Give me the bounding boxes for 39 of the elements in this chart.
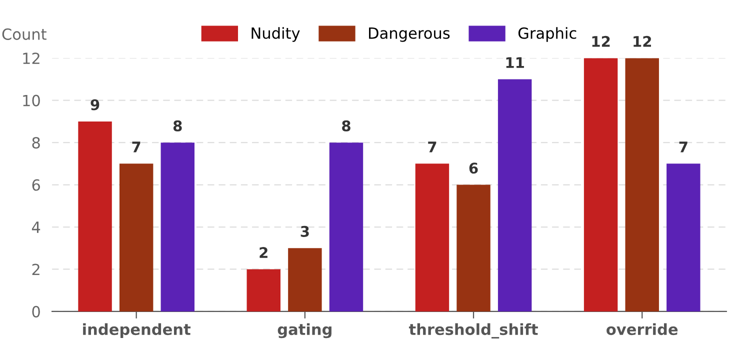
x-tick-label: threshold_shift: [408, 323, 538, 338]
x-tick-label: independent: [83, 323, 191, 338]
data-label: 3: [300, 226, 309, 237]
bar: [160, 142, 194, 312]
data-label: 2: [260, 247, 268, 258]
bar: [625, 58, 659, 312]
bar: [288, 248, 322, 312]
bar: [78, 121, 112, 312]
data-label: 6: [469, 162, 478, 174]
y-tick-label: 0: [32, 306, 40, 318]
bar: [329, 142, 364, 312]
y-tick-label: 6: [32, 179, 40, 191]
y-tick-label: 10: [23, 94, 40, 106]
bar: [584, 58, 618, 312]
bar: [246, 269, 280, 312]
y-tick-label: 4: [32, 222, 40, 233]
legend-label: Dangerous: [369, 28, 450, 42]
data-label: 8: [173, 120, 182, 132]
bar: [119, 164, 154, 312]
bar: [456, 184, 490, 312]
data-label: 7: [132, 142, 140, 152]
x-tick-label: override: [606, 323, 678, 336]
data-label: 12: [634, 36, 651, 47]
bar: [415, 164, 450, 312]
bar: [498, 79, 532, 312]
legend-label: Graphic: [518, 27, 576, 42]
data-label: 11: [506, 57, 524, 68]
data-label: 12: [592, 36, 610, 47]
bar: [666, 164, 700, 312]
y-tick-label: 12: [23, 52, 40, 64]
y-tick-label: 2: [32, 264, 40, 276]
data-label: 8: [342, 120, 350, 132]
data-label: 7: [679, 142, 688, 152]
data-label: 7: [428, 142, 436, 152]
y-axis-title: Count: [2, 28, 46, 40]
legend-label: Nudity: [252, 27, 300, 42]
x-tick-label: gating: [278, 323, 332, 338]
y-tick-label: 8: [32, 137, 40, 149]
data-label: 9: [90, 99, 100, 110]
